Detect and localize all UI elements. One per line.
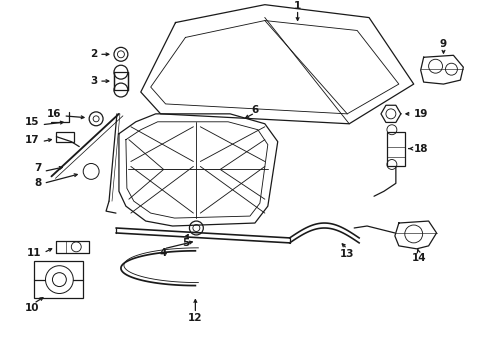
Text: 13: 13 xyxy=(339,249,354,259)
Text: 10: 10 xyxy=(24,303,39,314)
Bar xyxy=(114,72,128,90)
Text: 14: 14 xyxy=(410,253,425,263)
Text: 17: 17 xyxy=(25,135,40,145)
Text: 15: 15 xyxy=(25,117,40,127)
Bar xyxy=(386,132,404,166)
Text: 4: 4 xyxy=(160,248,167,258)
Text: 19: 19 xyxy=(413,109,427,119)
Text: 5: 5 xyxy=(182,238,189,248)
Text: 8: 8 xyxy=(34,178,41,188)
Text: 16: 16 xyxy=(47,109,61,119)
Bar xyxy=(34,261,83,298)
Text: 2: 2 xyxy=(90,49,97,59)
Bar xyxy=(56,132,74,141)
Text: 9: 9 xyxy=(439,39,446,49)
Text: 3: 3 xyxy=(90,76,97,86)
Text: 18: 18 xyxy=(413,144,427,154)
Text: 1: 1 xyxy=(293,1,301,11)
Text: 12: 12 xyxy=(188,313,202,323)
Text: 11: 11 xyxy=(27,248,41,258)
Text: 7: 7 xyxy=(34,163,41,174)
Text: 6: 6 xyxy=(251,105,258,115)
